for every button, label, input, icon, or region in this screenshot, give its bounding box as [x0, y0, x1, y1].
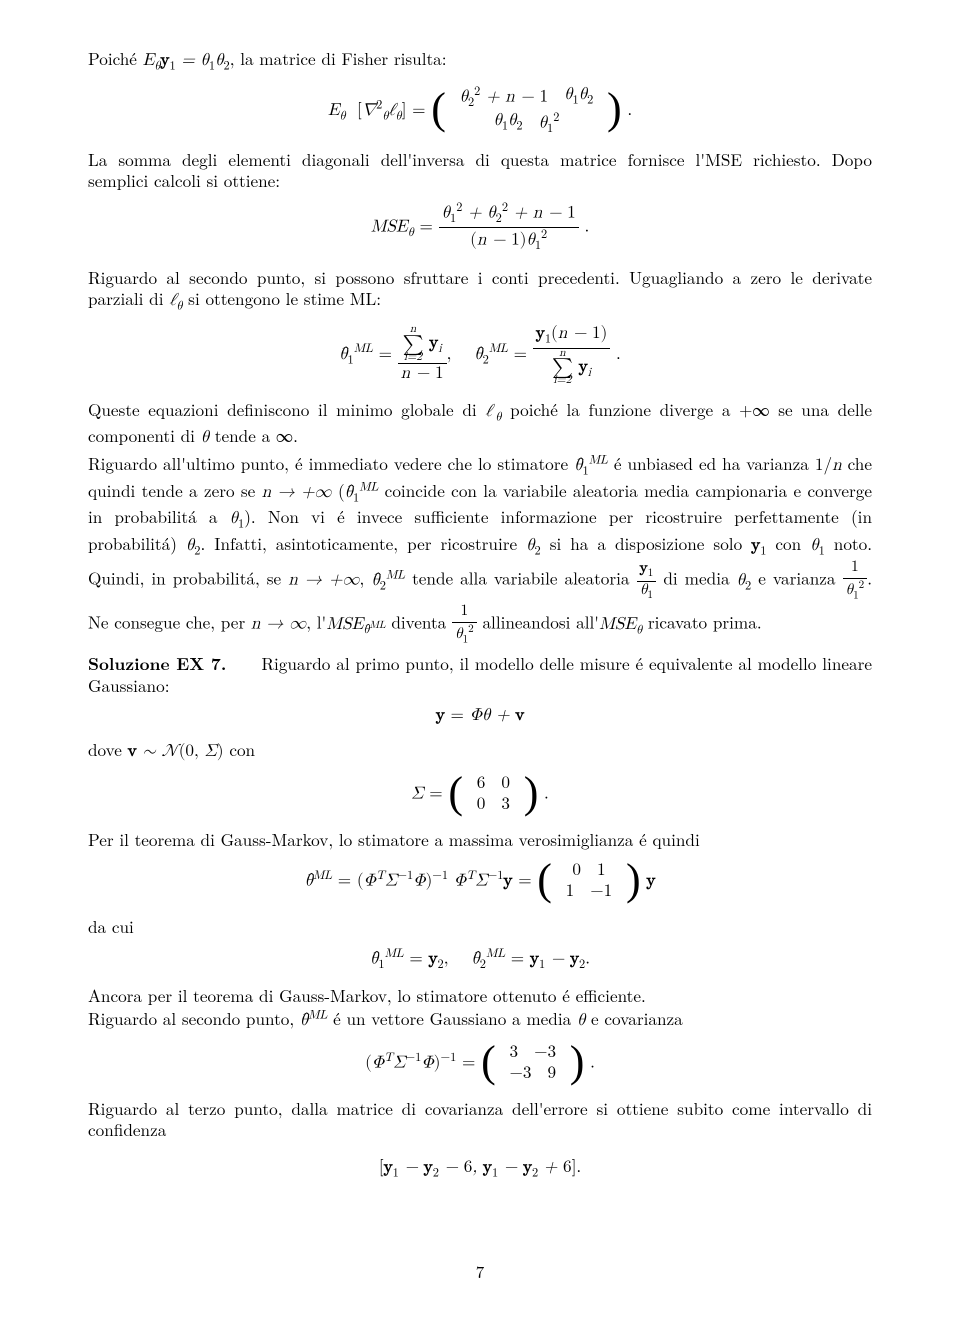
text: con — [224, 737, 256, 761]
para-3: Riguardo al secondo punto, si possono sf… — [88, 267, 872, 315]
eq-sigma: Σ = ( 60 03 ) . — [88, 773, 872, 817]
math-inline: θ2 — [526, 537, 541, 554]
eq-cov: (ΦTΣ−1Φ)−1 = ( 3−3 −39 ) . — [88, 1042, 872, 1086]
math-inline: θ2 — [737, 572, 752, 589]
page-number: 7 — [88, 1261, 872, 1282]
mat-cell: −3 — [526, 1043, 564, 1064]
text: diventa — [386, 610, 452, 634]
math-inline: θ̂1ML — [574, 457, 608, 474]
para-1: Poiché Eθy1 = θ1θ2, la matrice di Fisher… — [88, 48, 872, 75]
math-inline: θ̂1ML — [345, 484, 379, 501]
math-inline: θ1 — [810, 537, 825, 554]
page: Poiché Eθy1 = θ1θ2, la matrice di Fisher… — [0, 0, 960, 1322]
math-inline: θ̂2ML — [371, 572, 405, 589]
text: di media — [656, 566, 736, 590]
math-inline: ℓθ — [169, 292, 182, 309]
text: Riguardo all'ultimo punto, é immediato v… — [88, 451, 574, 475]
math-inline: 1θ12 — [843, 559, 868, 603]
math-inline: θ2 — [186, 537, 201, 554]
para-5: Riguardo all'ultimo punto, é immediato v… — [88, 453, 872, 647]
math-inline: y1θ1 — [637, 560, 657, 602]
text: si ha a disposizione solo — [541, 531, 751, 555]
math-inline: θ1 — [230, 510, 245, 527]
math-inline: θ̂ML — [300, 1012, 327, 1029]
math-inline: MSEθ̂ML — [326, 616, 385, 633]
mat-cell: 1 — [589, 861, 614, 882]
eq-linear-model: y = Φθ + v — [88, 706, 872, 727]
text: é un vettore Gaussiano a media — [327, 1006, 577, 1030]
eq-ml-vector: θ̂ML = (ΦTΣ−1Φ)−1 ΦTΣ−1y = ( 01 1−1 ) y — [88, 860, 872, 904]
mat-cell: −1 — [582, 882, 620, 903]
math-inline: MSEθ — [599, 616, 642, 633]
text: e covarianza — [585, 1006, 682, 1030]
eq-ml-components: θ̂1ML = y2, θ̂2ML = y1 − y2. — [88, 947, 872, 973]
math-inline: y1 — [751, 537, 766, 554]
text: dove — [88, 737, 128, 761]
mat-cell: 6 — [469, 774, 494, 795]
text: , l' — [306, 610, 326, 634]
mat-cell: 3 — [501, 1043, 526, 1064]
para-8: Riguardo al secondo punto, θ̂ML é un vet… — [88, 1008, 872, 1032]
eq-ml-estimates: θ̂1ML = n∑i=2 yi n − 1 , θ̂2ML = y1(n − … — [88, 324, 872, 386]
text: tende alla variabile aleatoria — [405, 566, 637, 590]
math-inline: θ — [201, 429, 209, 446]
math-inline: 1θ12 — [452, 603, 477, 647]
para-sol7: Soluzione EX 7. Riguardo al primo punto,… — [88, 653, 872, 696]
text: ricavato prima. — [642, 610, 761, 634]
mat-cell: 1 — [558, 882, 583, 903]
mat-cell: 0 — [469, 795, 494, 816]
eq-fisher-matrix: Eθ [∇2θℓθ] = ( θ22 + n − 1θ1θ2 θ1θ2θ12 )… — [88, 85, 872, 138]
para-7: Ancora per il teorema di Gauss-Markov, l… — [88, 985, 872, 1006]
math-inline: n → ∞ — [251, 616, 306, 633]
text: é unbiased ed ha varianza 1/ — [608, 451, 832, 475]
text: e varianza — [751, 566, 842, 590]
para-9: Riguardo al terzo punto, dalla matrice d… — [88, 1098, 872, 1140]
math-inline: v ∼ 𝒩(0, Σ) — [128, 743, 224, 760]
mat-cell: 0 — [493, 774, 518, 795]
mat-cell: 9 — [539, 1064, 564, 1085]
text: con — [766, 531, 810, 555]
math-inline: Eθy1 = θ1θ2 — [143, 52, 230, 69]
mat-cell: 0 — [564, 861, 589, 882]
eq-confidence-interval: [y1 − y2 − 6, y1 − y2 + 6]. — [88, 1158, 872, 1182]
para-6: Per il teorema di Gauss-Markov, lo stima… — [88, 829, 872, 850]
text: , — [360, 566, 372, 590]
para-2: La somma degli elementi diagonali dell'i… — [88, 149, 872, 191]
text: allineandosi all' — [477, 610, 599, 634]
text: , la matrice di Fisher risulta: — [230, 46, 447, 70]
text: . Infatti, asintoticamente, per ricostru… — [200, 531, 526, 555]
mat-cell: 3 — [493, 795, 518, 816]
text: ( — [332, 478, 345, 502]
para-dacui: da cui — [88, 916, 872, 937]
math-inline: n → +∞ — [262, 484, 332, 501]
text: Poiché — [88, 46, 143, 70]
mat-cell: −3 — [501, 1064, 539, 1085]
text: si ottengono le stime ML: — [182, 286, 381, 310]
para-4: Queste equazioni definiscono il minimo g… — [88, 399, 872, 450]
text: tende a ∞. — [209, 423, 298, 447]
text: Queste equazioni definiscono il minimo g… — [88, 397, 485, 421]
eq-mse: MSEθ = θ12 + θ22 + n − 1 (n − 1)θ12 . — [88, 201, 872, 255]
para-dove: dove v ∼ 𝒩(0, Σ) con — [88, 739, 872, 763]
math-inline: ℓθ — [485, 403, 501, 420]
math-inline: n → +∞ — [288, 572, 359, 589]
text: Riguardo al secondo punto, — [88, 1006, 300, 1030]
